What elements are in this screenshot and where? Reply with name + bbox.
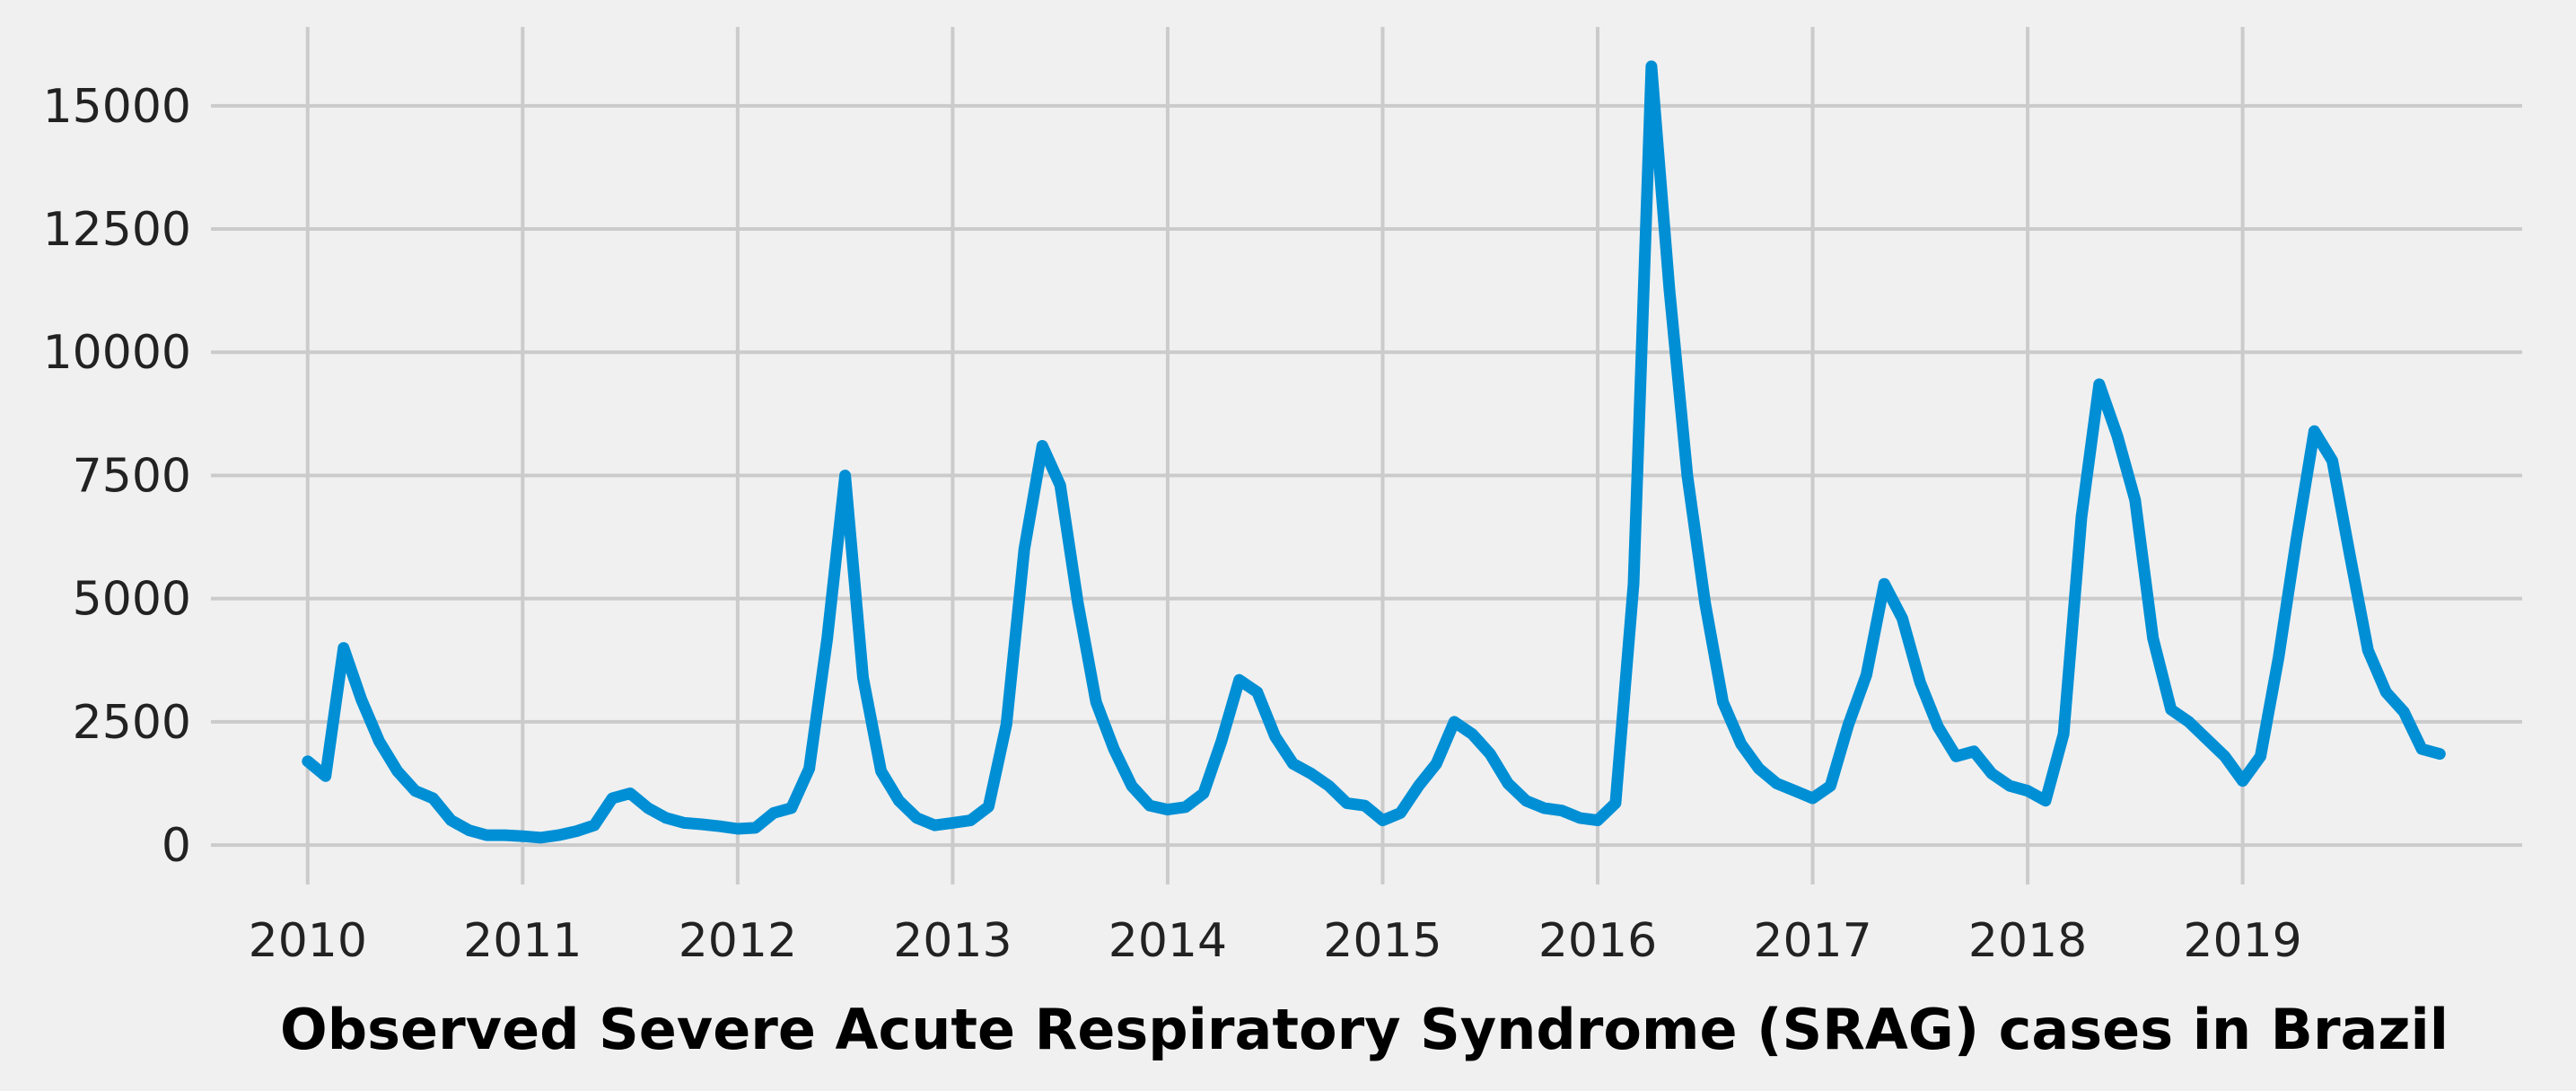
- y-tick-label: 2500: [73, 696, 191, 750]
- y-tick-label: 0: [162, 819, 191, 873]
- x-tick-label: 2017: [1753, 914, 1871, 968]
- series-line-0: [302, 60, 2446, 844]
- x-tick-label: 2018: [1968, 914, 2087, 968]
- y-tick-label: 5000: [73, 573, 191, 627]
- x-tick-label: 2010: [249, 914, 367, 968]
- series-lines: [302, 60, 2446, 844]
- y-gridlines: [211, 103, 2522, 848]
- y-tick-label: 7500: [73, 449, 191, 503]
- x-tick-label: 2014: [1108, 914, 1227, 968]
- x-tick-label: 2013: [893, 914, 1012, 968]
- x-tick-label: 2015: [1323, 914, 1441, 968]
- y-tick-label: 15000: [43, 80, 191, 134]
- y-tick-label: 10000: [43, 326, 191, 380]
- x-gridlines: [305, 27, 2245, 884]
- x-axis-label: Observed Severe Acute Respiratory Syndro…: [280, 997, 2449, 1062]
- x-tick-label: 2016: [1538, 914, 1657, 968]
- x-tick-label: 2011: [463, 914, 582, 968]
- y-tick-label: 12500: [43, 203, 191, 257]
- y-tick-labels: 0 2500 5000 7500 10000 12500 15000: [43, 80, 191, 873]
- x-tick-label: 2012: [679, 914, 797, 968]
- x-tick-label: 2019: [2183, 914, 2301, 968]
- x-tick-labels: 2010 2011 2012 2013 2014 2015 2016 2017 2018 2019: [249, 914, 2302, 968]
